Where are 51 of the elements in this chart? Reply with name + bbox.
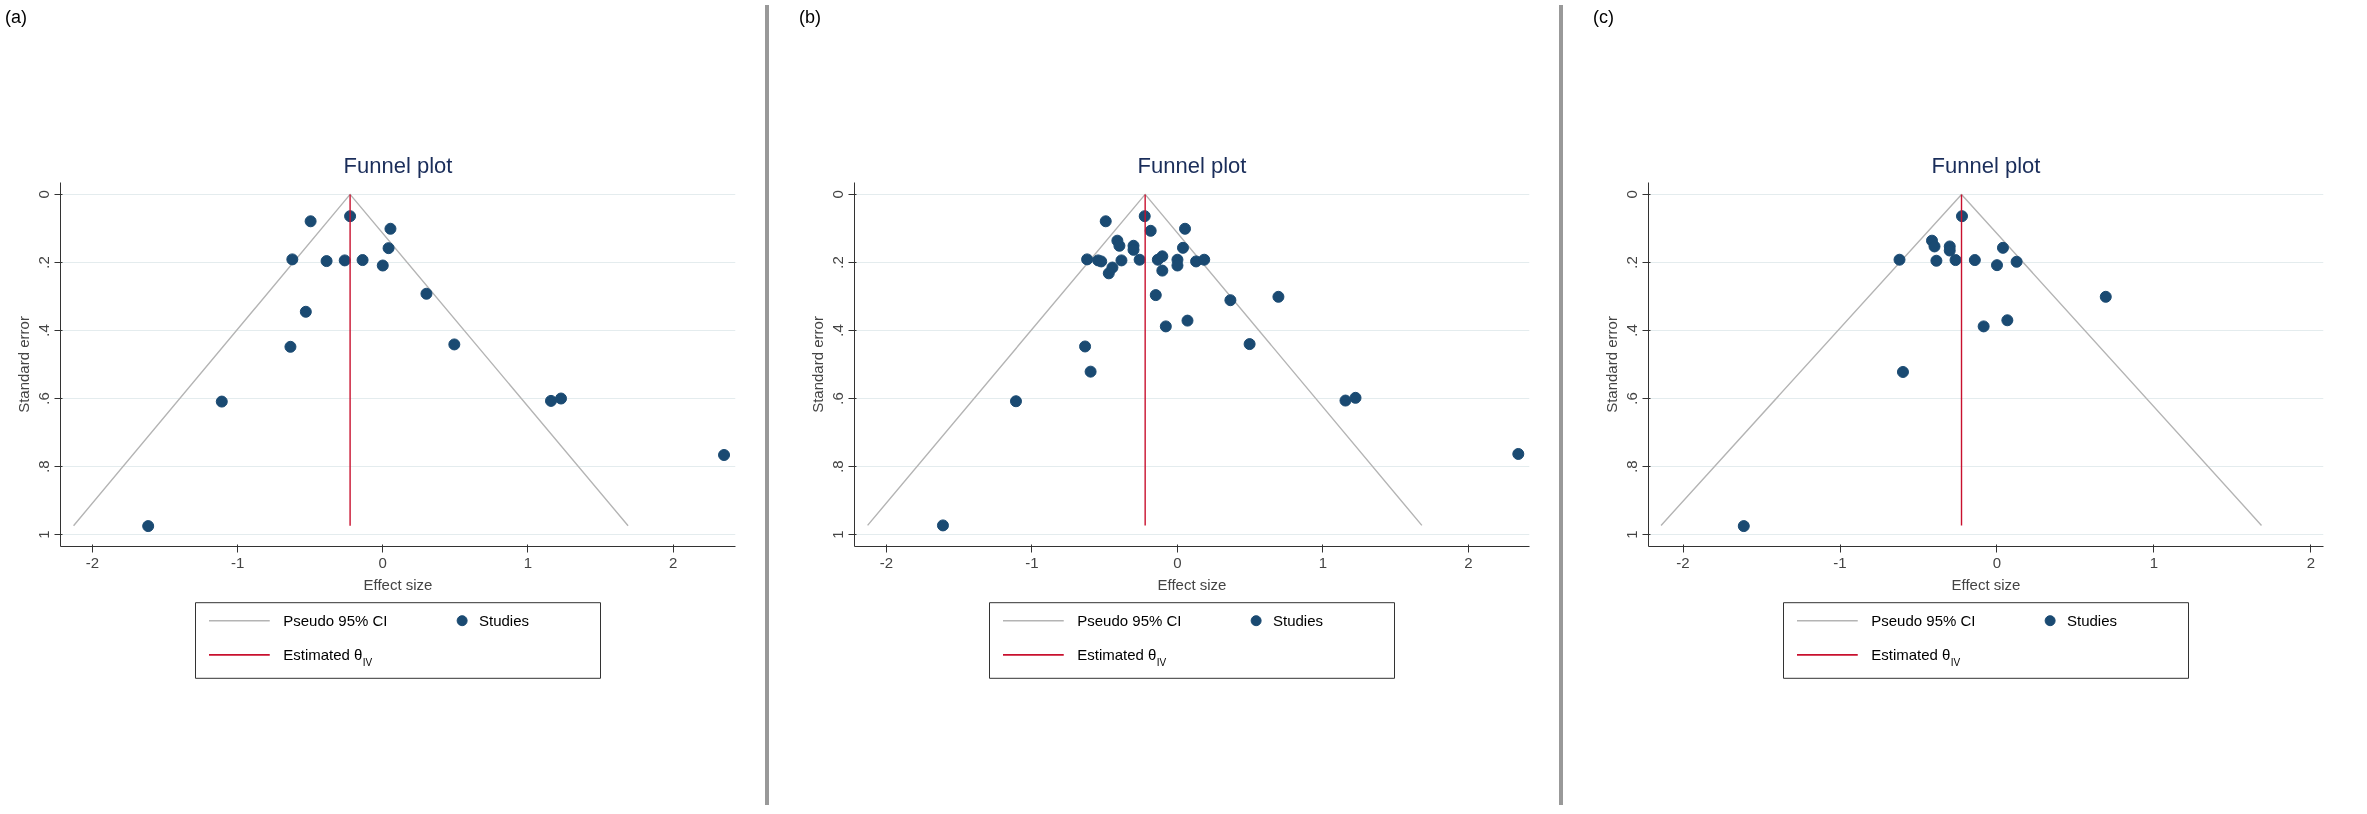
- x-tick-label: -2: [879, 553, 894, 571]
- x-tick-label: -2: [85, 553, 100, 571]
- x-tick-label: 0: [378, 553, 387, 571]
- y-tick-label: .4: [829, 324, 847, 337]
- legend-label: Pseudo 95% CI: [1077, 612, 1182, 630]
- x-tick-label: -1: [1025, 553, 1039, 571]
- text: (a): [5, 6, 27, 29]
- x-axis-title: Effect size: [1951, 575, 2021, 593]
- y-axis-title: Standard error: [1602, 316, 1620, 413]
- x-tick-label: 2: [2306, 553, 2316, 571]
- y-tick-label: .6: [35, 392, 53, 405]
- y-tick-label: 0: [35, 190, 53, 199]
- x-tick-label: 1: [2149, 553, 2159, 571]
- x-tick-label: 1: [1318, 553, 1328, 571]
- legend-label: Studies: [479, 612, 530, 630]
- legend-label: Studies: [2067, 612, 2118, 630]
- y-tick-label: .4: [35, 324, 53, 337]
- y-axis-title: Standard error: [808, 316, 826, 413]
- x-tick-label: 0: [1173, 553, 1182, 571]
- y-tick-label: .6: [829, 392, 847, 405]
- chart-title: Funnel plot: [1137, 152, 1247, 178]
- y-tick-label: 1: [1623, 530, 1641, 539]
- y-tick-label: 0: [829, 190, 847, 199]
- y-tick-label: .4: [1623, 324, 1641, 337]
- chart-title: Funnel plot: [343, 152, 453, 178]
- y-tick-label: 1: [829, 530, 847, 539]
- y-axis-title: Standard error: [14, 316, 32, 413]
- y-tick-label: .6: [1623, 392, 1641, 405]
- x-axis-title: Effect size: [1157, 575, 1227, 593]
- x-tick-label: -1: [1833, 553, 1847, 571]
- y-tick-label: .2: [35, 256, 53, 269]
- y-tick-label: 0: [1623, 190, 1641, 199]
- legend-label: Pseudo 95% CI: [1871, 612, 1976, 630]
- chart-title: Funnel plot: [1931, 152, 2041, 178]
- text: (b): [799, 6, 821, 29]
- x-tick-label: 2: [1464, 553, 1473, 571]
- x-tick-label: -2: [1676, 553, 1690, 571]
- y-tick-label: .8: [35, 460, 53, 473]
- x-tick-label: 0: [1992, 553, 2002, 571]
- legend-label: Studies: [1273, 612, 1324, 630]
- y-tick-label: 1: [35, 530, 53, 539]
- y-tick-label: .2: [1623, 256, 1641, 269]
- y-tick-label: .8: [1623, 460, 1641, 473]
- x-tick-label: 1: [523, 553, 533, 571]
- x-tick-label: 2: [668, 553, 678, 571]
- y-tick-label: .8: [829, 460, 847, 473]
- text: (c): [1593, 6, 1614, 29]
- y-tick-label: .2: [829, 256, 847, 269]
- x-axis-title: Effect size: [363, 575, 433, 593]
- x-tick-label: -1: [230, 553, 245, 571]
- legend-label: Pseudo 95% CI: [283, 612, 388, 630]
